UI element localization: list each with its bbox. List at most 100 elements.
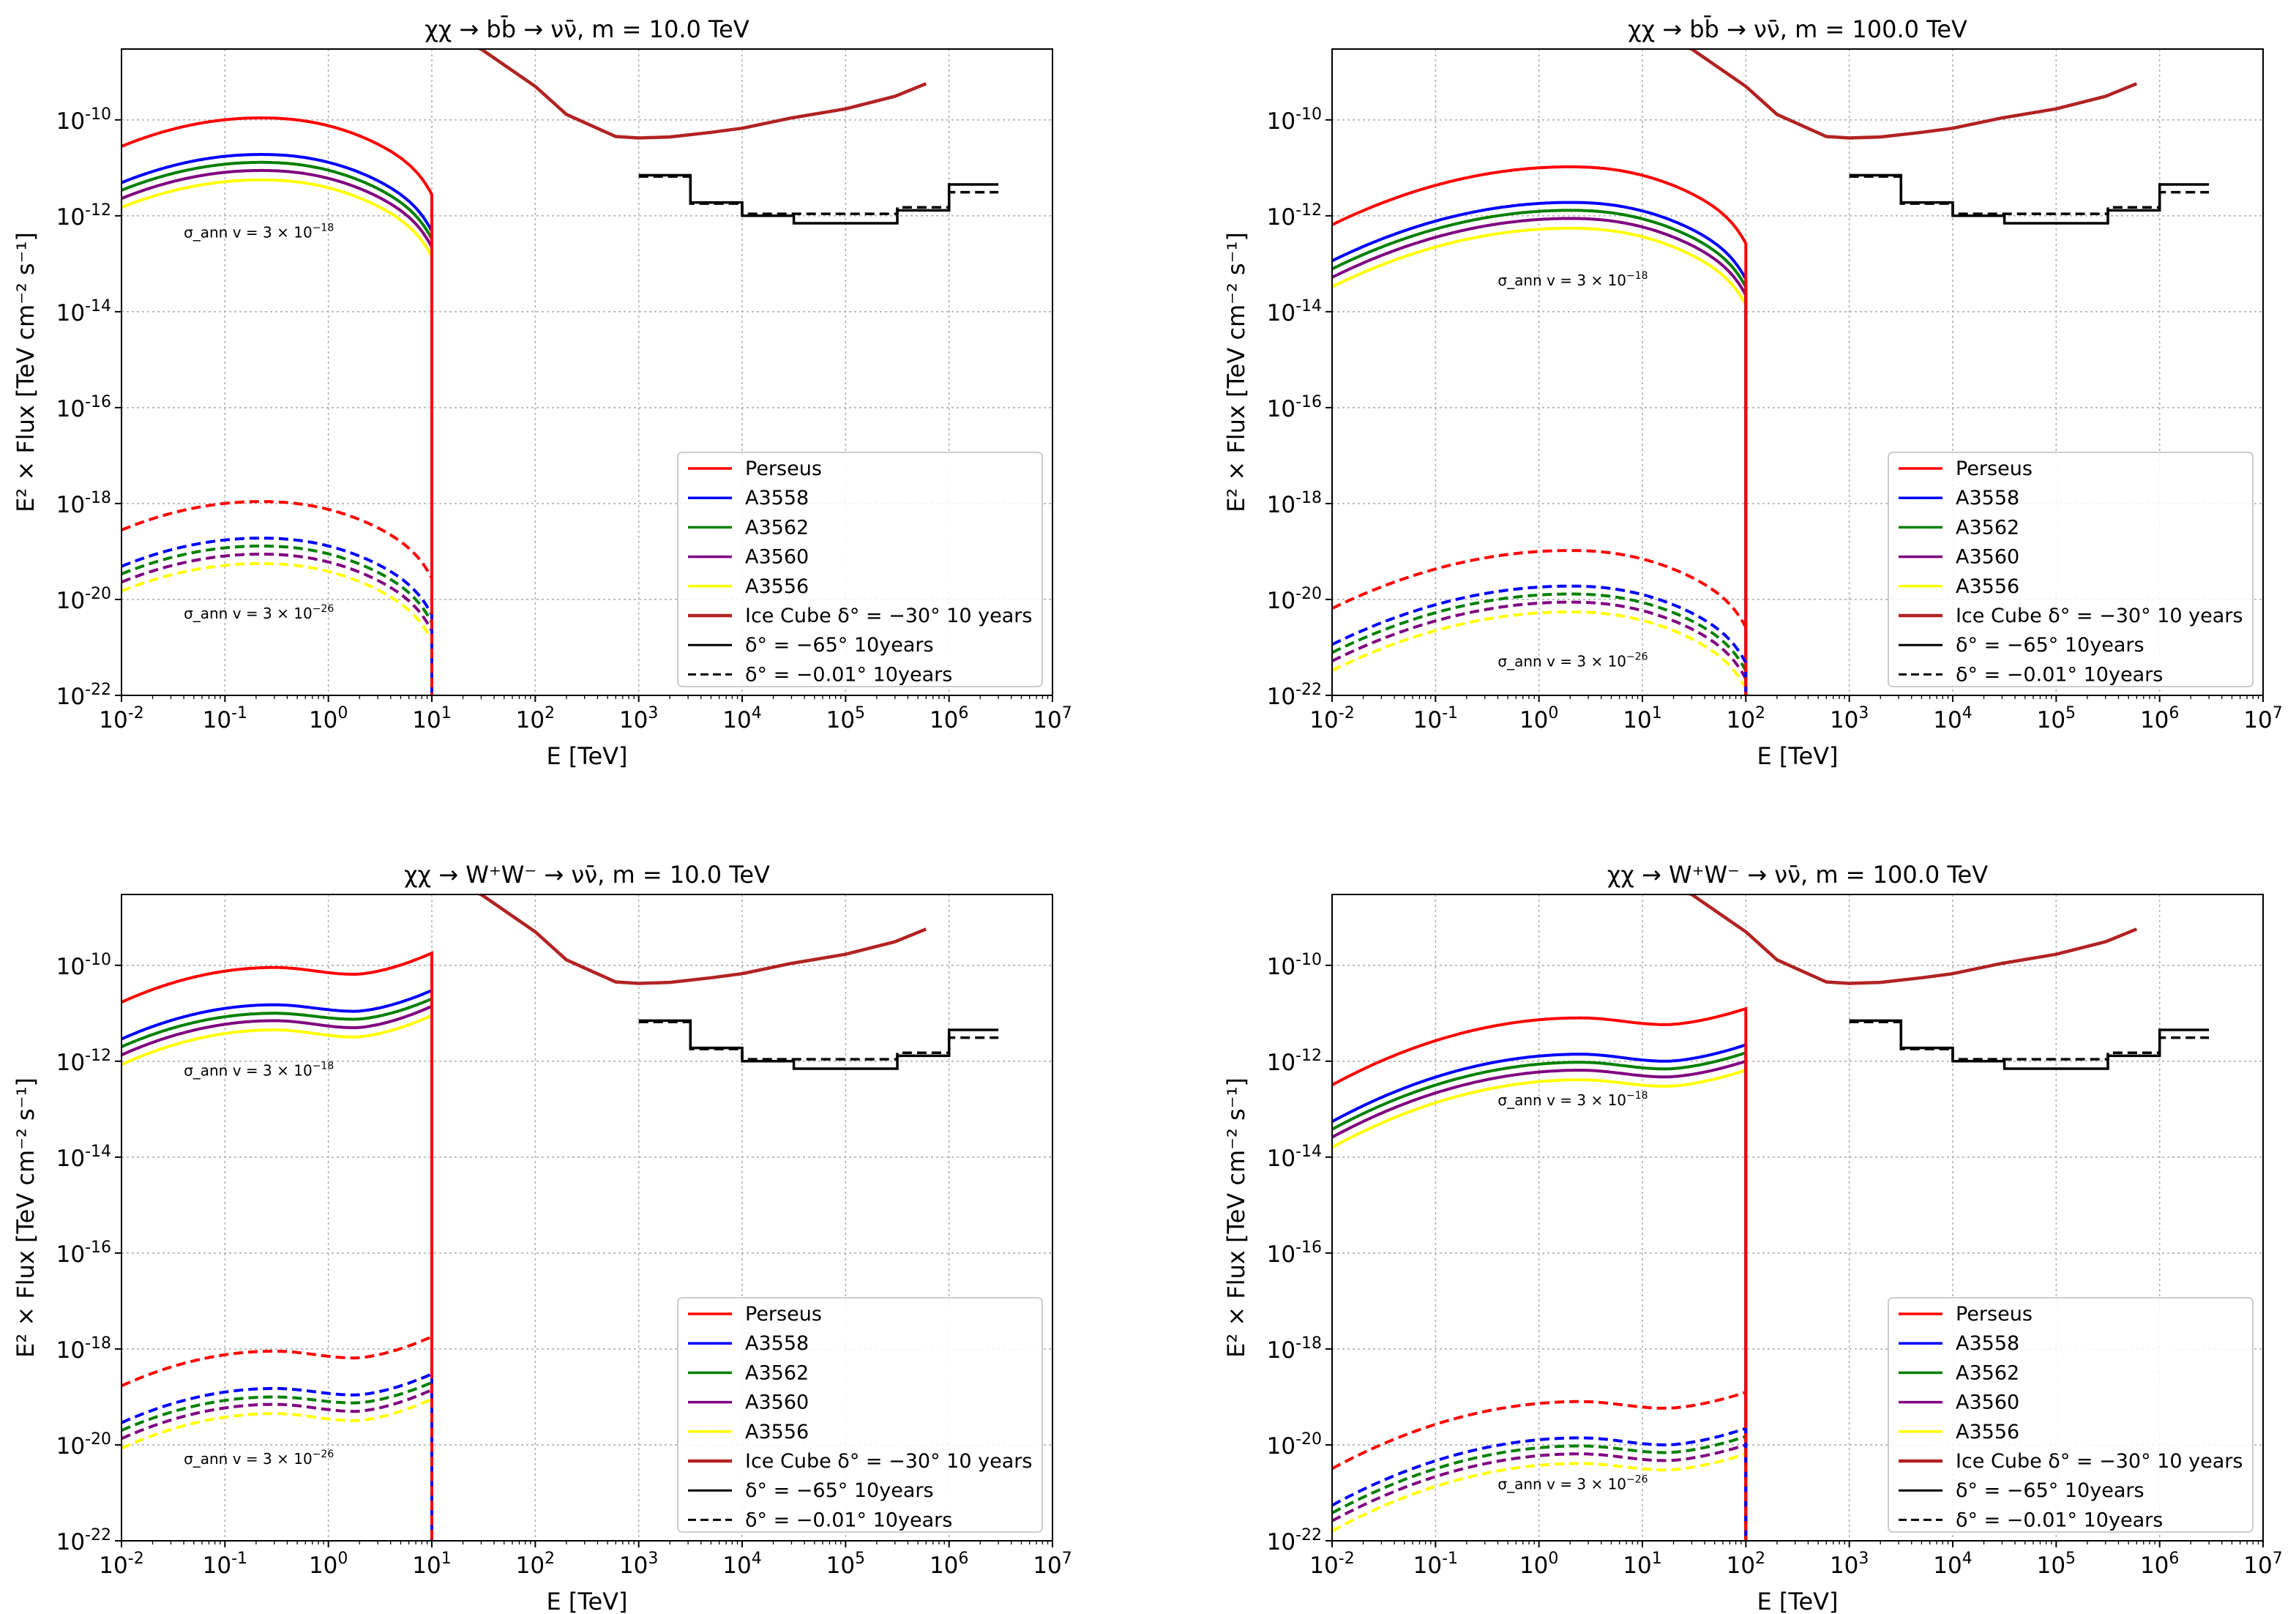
x-tick-label: 10-2 [99, 704, 143, 733]
legend-label: A3562 [745, 1361, 809, 1384]
tick-base: 10 [309, 1553, 337, 1579]
tick-base: 10 [930, 1553, 958, 1579]
x-tick-label: 104 [1933, 704, 1972, 733]
x-tick-label: 106 [2140, 704, 2179, 733]
title-suffix: → νν̄, m = 100.0 TeV [1740, 861, 1988, 889]
tick-base: 10 [1727, 1553, 1755, 1579]
series-line-a3558-high-xsec [121, 987, 433, 1541]
title-suffix: → νν̄, m = 100.0 TeV [1719, 15, 1967, 43]
series-line-a3556-low-xsec [1332, 1452, 1748, 1541]
tick-exponent: 1 [1652, 1550, 1662, 1568]
tick-base: 10 [2037, 1553, 2065, 1579]
series-line-a3562-high-xsec [121, 996, 433, 1541]
tick-base: 10 [56, 1241, 85, 1268]
y-tick-label: 10-14 [56, 297, 111, 326]
title-channel: ⁺W⁻ [489, 861, 536, 889]
series-line-a3562-high-xsec [1332, 209, 1748, 695]
x-tick-label: 102 [516, 1550, 555, 1579]
series-line-perseus-low-xsec [121, 1334, 433, 1541]
x-tick-label: 10-1 [1413, 704, 1458, 733]
legend: Perseus A3558 A3562 A3560 A3556 Ice Cube δ° =… [677, 1297, 1043, 1533]
y-tick-label: 10-16 [1267, 393, 1322, 422]
tick-base: 10 [1830, 707, 1858, 733]
tick-exponent: 6 [958, 704, 968, 722]
cross-section-annotation: σ_ann v = 3 × 10−18 [1497, 1090, 1648, 1109]
y-tick-label: 10-22 [1267, 1526, 1322, 1555]
y-tick-label: 10-22 [56, 681, 111, 710]
series-line-a3556-high-xsec [121, 178, 433, 695]
annotation-exponent: −18 [1626, 1090, 1648, 1102]
annotation-exponent: −26 [1626, 1473, 1648, 1485]
tick-exponent: 4 [752, 704, 762, 722]
x-tick-label: 104 [722, 1550, 761, 1579]
tick-base: 10 [826, 707, 855, 733]
x-tick-label: 105 [826, 1550, 865, 1579]
tick-exponent: 5 [855, 704, 865, 722]
tick-base: 10 [412, 707, 441, 733]
annotation-exponent: −26 [313, 1449, 334, 1460]
title-suffix: → νν̄, m = 10.0 TeV [536, 861, 770, 889]
x-axis-label: E [TeV] [546, 742, 627, 770]
chart-title: χχ → bb̄ → νν̄, m = 10.0 TeV [425, 15, 749, 43]
tick-exponent: 1 [441, 704, 452, 722]
series-line-perseus-high-xsec [1332, 165, 1748, 695]
tick-exponent: -18 [85, 489, 111, 507]
tick-exponent: 5 [2065, 704, 2076, 722]
tick-exponent: -16 [85, 393, 111, 411]
x-tick-label: 102 [1727, 704, 1765, 733]
tick-base: 10 [1267, 1433, 1295, 1460]
x-tick-label: 105 [826, 704, 865, 733]
y-tick-label: 10-20 [1267, 585, 1322, 614]
series-line-perseus-high-xsec [121, 116, 433, 695]
tick-base: 10 [203, 1553, 231, 1579]
x-tick-label: 106 [2140, 1550, 2179, 1579]
x-axis-label: E [TeV] [1757, 1588, 1838, 1614]
series-step-dashed [638, 175, 999, 215]
tick-base: 10 [56, 1050, 85, 1076]
x-tick-label: 103 [1830, 1550, 1869, 1579]
series-line-perseus-low-xsec [121, 500, 433, 695]
tick-exponent: -22 [1295, 1526, 1322, 1544]
legend-label: A3562 [1956, 516, 2019, 539]
tick-exponent: 7 [1062, 704, 1072, 722]
cross-section-annotation: σ_ann v = 3 × 10−18 [184, 1061, 334, 1080]
chart-title: χχ → W⁺W⁻ → νν̄, m = 100.0 TeV [1607, 861, 1988, 889]
tick-base: 10 [99, 707, 127, 733]
series-line-a3562-high-xsec [121, 160, 433, 695]
tick-base: 10 [2243, 707, 2272, 733]
x-tick-label: 10-1 [203, 1550, 247, 1579]
x-tick-label: 105 [2037, 704, 2076, 733]
legend-label: A3562 [745, 516, 809, 539]
tick-exponent: -1 [1442, 704, 1458, 722]
cross-section-annotation: σ_ann v = 3 × 10−18 [1497, 270, 1648, 289]
tick-base: 10 [1267, 1146, 1295, 1172]
annotation-text: σ_ann v = 3 × 10 [184, 1062, 313, 1080]
series-line-perseus-high-xsec [121, 951, 433, 1541]
tick-exponent: 7 [2273, 704, 2283, 722]
tick-exponent: -10 [85, 951, 111, 969]
tick-base: 10 [56, 954, 85, 980]
tick-base: 10 [1623, 707, 1651, 733]
y-axis-label: E² × Flux [TeV cm⁻² s⁻¹] [12, 1077, 40, 1358]
legend-label: A3560 [745, 1391, 809, 1414]
series-line-a3558-low-xsec [121, 1372, 433, 1541]
title-channel: b̄ [1704, 15, 1719, 43]
tick-exponent: -1 [231, 704, 247, 722]
tick-base: 10 [1267, 684, 1295, 710]
tick-base: 10 [619, 707, 648, 733]
tick-exponent: 4 [1962, 704, 1972, 722]
tick-exponent: 0 [337, 1550, 348, 1568]
series-line-a3560-low-xsec [121, 1387, 433, 1541]
y-tick-label: 10-10 [56, 105, 111, 135]
legend: Perseus A3558 A3562 A3560 A3556 Ice Cube δ° =… [677, 452, 1043, 687]
tick-base: 10 [1267, 588, 1295, 614]
annotation-exponent: −26 [1626, 651, 1648, 663]
tick-base: 10 [722, 707, 751, 733]
y-tick-label: 10-18 [1267, 1334, 1322, 1364]
tick-exponent: -14 [85, 1143, 111, 1161]
x-tick-label: 103 [1830, 704, 1869, 733]
axes-frame [121, 48, 1053, 696]
tick-base: 10 [1033, 707, 1061, 733]
y-tick-label: 10-18 [56, 1334, 111, 1364]
chart-title: χχ → bb̄ → νν̄, m = 100.0 TeV [1628, 15, 1967, 43]
